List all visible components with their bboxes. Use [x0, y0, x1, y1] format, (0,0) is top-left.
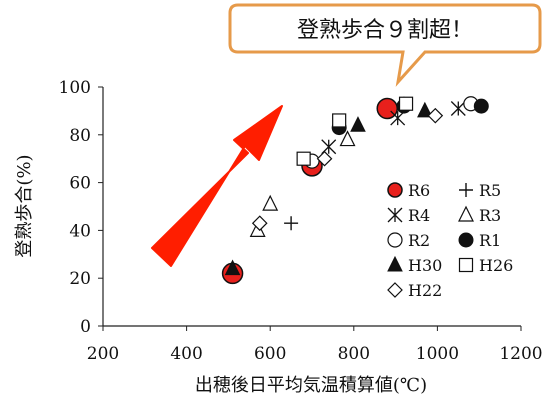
legend-item-r3: R3: [458, 205, 501, 225]
legend-label: R2: [408, 231, 430, 250]
point-h26: [398, 96, 414, 111]
legend-marker: [458, 232, 474, 248]
legend-label: H30: [408, 256, 442, 275]
callout: 登熟歩合９割超！: [228, 3, 542, 87]
y-ticks: 0 20 40 60 80 100: [59, 78, 103, 337]
legend-item-r6: R6: [387, 181, 430, 200]
legend-label: H22: [408, 281, 442, 300]
point-h22: [427, 107, 444, 124]
legend-label: R6: [408, 181, 430, 200]
legend-marker: [387, 232, 403, 248]
legend-marker: [458, 257, 474, 273]
point-r5: [284, 216, 299, 231]
point-r3: [262, 194, 279, 211]
point-h30: [417, 101, 433, 118]
legend-label: H26: [479, 256, 513, 275]
y-tick-label: 0: [80, 317, 91, 337]
legend: R6 R5 R4 R3 R2 R1 H30 H26 H22: [387, 181, 513, 300]
legend-item-h30: H30: [387, 255, 442, 275]
y-tick-label: 20: [69, 269, 91, 289]
callout-text: 登熟歩合９割超！: [297, 18, 473, 43]
point-r4: [450, 101, 466, 116]
legend-label: R4: [408, 206, 430, 225]
legend-item-r2: R2: [387, 231, 430, 250]
y-tick-label: 80: [69, 126, 91, 146]
point-h26: [332, 113, 347, 128]
trend-arrow: [151, 105, 283, 267]
legend-item-r5: R5: [459, 181, 501, 200]
callout-bubble: [228, 3, 542, 87]
legend-marker: [387, 255, 403, 272]
point-h26: [296, 151, 311, 166]
legend-item-r4: R4: [387, 206, 430, 225]
legend-item-r1: R1: [458, 231, 501, 250]
point-h22: [251, 215, 268, 232]
y-tick-label: 100: [59, 78, 91, 98]
axes: 200 400 600 800 1000 1200 0 20 40 60 80 100: [59, 78, 543, 364]
x-axis-label: 出穂後日平均気温積算値(℃): [195, 375, 427, 396]
x-tick-label: 200: [87, 344, 119, 364]
legend-item-h22: H22: [387, 281, 442, 300]
x-tick-label: 1000: [416, 344, 459, 364]
legend-label: R3: [479, 206, 501, 225]
legend-label: R5: [479, 181, 501, 200]
x-ticks: 200 400 600 800 1000 1200: [87, 326, 543, 364]
x-tick-label: 600: [254, 344, 286, 364]
legend-marker: [387, 182, 403, 198]
x-tick-label: 800: [338, 344, 370, 364]
point-h30: [224, 259, 241, 276]
point-h22: [316, 150, 333, 167]
legend-marker: [458, 205, 474, 222]
legend-item-h26: H26: [458, 256, 513, 275]
point-h30: [350, 116, 366, 132]
y-tick-label: 60: [69, 174, 91, 194]
legend-marker: [387, 282, 403, 298]
x-tick-label: 1200: [499, 344, 542, 364]
legend-marker: [459, 183, 473, 197]
x-tick-label: 400: [170, 344, 202, 364]
point-r3: [339, 130, 356, 147]
point-r1: [473, 98, 489, 114]
y-axis-label: 登熟歩合(%): [14, 154, 35, 257]
legend-label: R1: [479, 231, 501, 250]
legend-marker: [387, 207, 403, 223]
data-points: [221, 96, 489, 285]
y-tick-label: 40: [69, 221, 91, 241]
